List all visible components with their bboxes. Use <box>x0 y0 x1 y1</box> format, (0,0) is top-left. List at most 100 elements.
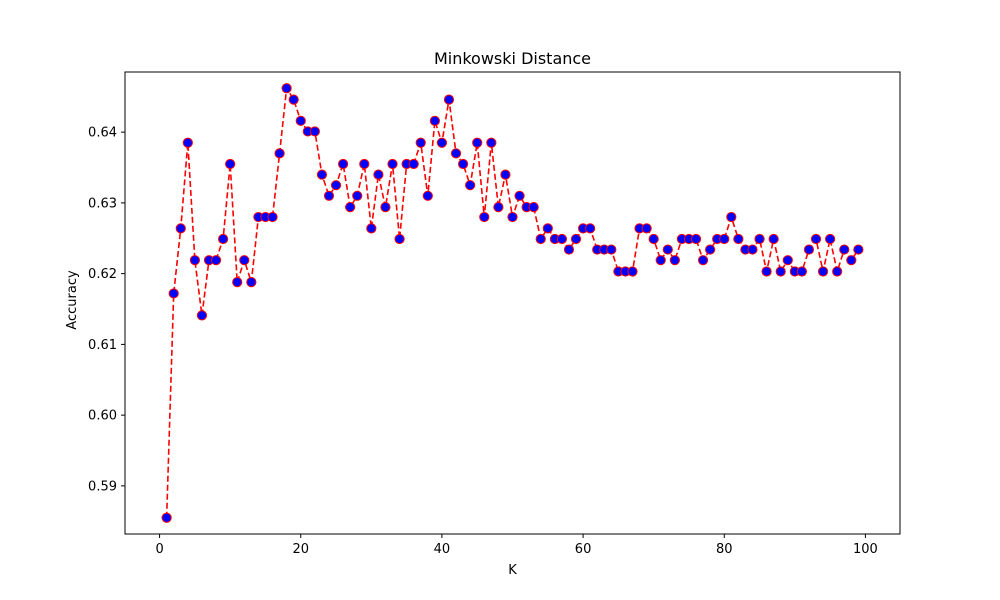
data-point <box>274 148 285 159</box>
data-point <box>218 233 229 245</box>
data-point <box>182 137 193 148</box>
data-point <box>472 137 483 148</box>
data-point <box>641 223 652 234</box>
data-point <box>796 266 807 277</box>
data-point <box>436 137 448 148</box>
data-point <box>655 255 666 266</box>
chart-title: Minkowski Distance <box>434 49 591 68</box>
x-axis-label: K <box>508 563 517 578</box>
data-point <box>832 266 843 277</box>
data-point <box>429 115 440 126</box>
data-point <box>267 211 278 223</box>
data-point <box>846 255 857 266</box>
x-tick-label: 0 <box>155 542 163 557</box>
data-point <box>479 211 490 223</box>
y-tick-label: 0.60 <box>88 409 117 424</box>
data-point <box>697 255 709 266</box>
data-point <box>330 180 342 191</box>
data-point <box>627 266 638 277</box>
data-point <box>232 277 243 288</box>
data-point <box>705 244 716 255</box>
y-tick-label: 0.63 <box>88 196 117 211</box>
data-point <box>669 255 680 266</box>
data-point <box>323 190 335 201</box>
data-point <box>316 169 328 180</box>
data-point <box>507 211 518 223</box>
data-point <box>189 255 200 266</box>
data-point <box>563 244 575 255</box>
data-point <box>570 233 582 245</box>
data-point <box>768 233 779 245</box>
data-point <box>465 180 476 191</box>
data-point <box>450 148 462 159</box>
data-point <box>535 233 546 245</box>
data-point <box>733 233 744 245</box>
plot-frame <box>124 71 901 535</box>
data-point <box>352 190 363 201</box>
y-tick-label: 0.61 <box>88 338 117 353</box>
data-point <box>415 137 426 148</box>
data-point <box>648 233 659 245</box>
data-point <box>839 244 850 255</box>
data-point <box>606 244 617 255</box>
x-tick-label: 60 <box>575 542 592 557</box>
data-point <box>486 137 497 148</box>
x-tick-label: 20 <box>292 542 309 557</box>
data-point <box>853 244 864 255</box>
data-point <box>761 266 772 277</box>
data-point <box>161 512 172 523</box>
data-point <box>175 223 186 234</box>
data-point <box>239 255 250 266</box>
data-point <box>295 115 306 126</box>
data-point <box>422 190 433 201</box>
data-point <box>817 266 829 277</box>
data-point <box>747 244 758 255</box>
data-point <box>168 288 179 299</box>
y-axis-label: Accuracy <box>65 270 80 330</box>
data-point <box>387 158 398 170</box>
data-point <box>719 233 730 245</box>
data-point <box>726 211 737 223</box>
data-point <box>288 94 299 105</box>
data-point <box>810 233 822 245</box>
data-point <box>380 202 391 213</box>
data-point <box>500 169 511 180</box>
data-point <box>309 126 320 137</box>
data-point <box>394 233 405 245</box>
data-point <box>246 277 257 288</box>
data-point <box>345 202 356 213</box>
data-point <box>443 94 455 105</box>
data-point <box>514 190 525 201</box>
data-point <box>373 169 384 180</box>
y-tick-label: 0.62 <box>88 267 117 282</box>
data-point <box>556 233 568 245</box>
data-point <box>803 244 815 255</box>
data-point <box>825 233 836 245</box>
data-point <box>210 255 222 266</box>
data-point <box>690 233 702 245</box>
axes: 0 20 40 60 80 100 0.59 0.60 0.61 0.62 0.63 0.64 <box>88 126 878 557</box>
data-point <box>359 158 370 170</box>
y-tick-label: 0.64 <box>88 126 117 141</box>
data-point <box>338 158 349 170</box>
data-point <box>493 202 504 213</box>
data-point <box>782 255 793 266</box>
y-tick-label: 0.59 <box>88 479 117 494</box>
x-tick-label: 100 <box>853 542 878 557</box>
data-point <box>408 158 419 170</box>
data-point <box>754 233 765 245</box>
data-point <box>662 244 673 255</box>
data-point <box>775 266 786 277</box>
data-point <box>585 223 596 234</box>
x-tick-label: 80 <box>716 542 733 557</box>
data-point <box>366 223 377 234</box>
plot-series <box>161 83 864 523</box>
data-point <box>281 83 292 94</box>
data-point <box>542 223 553 234</box>
data-point <box>225 158 236 170</box>
data-point <box>528 202 539 213</box>
data-point <box>457 158 469 170</box>
